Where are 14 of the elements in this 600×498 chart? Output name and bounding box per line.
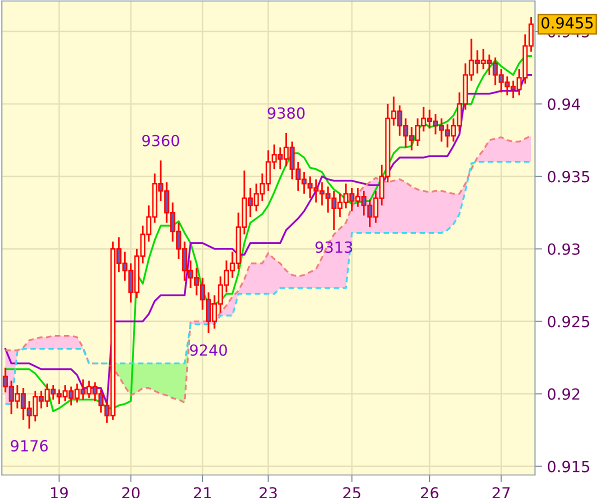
y-tick-label: 0.92 [548,388,580,400]
y-tick-label: 0.94 [548,98,580,110]
annotation: 9380 [268,107,305,119]
y-tick-label: 0.915 [548,460,590,472]
x-tick-label: 27 [492,487,510,498]
text: 0.9455 [542,17,593,29]
annotation: 9360 [142,134,180,146]
annotation: 9240 [190,344,227,356]
annotation: 9176 [10,440,48,452]
y-tick-label: 0.935 [548,170,590,182]
annotation: 9313 [315,241,352,253]
y-tick-label: 0.925 [548,316,590,328]
x-tick-label: 21 [194,487,211,498]
y-tick-label: 0.93 [548,243,580,255]
